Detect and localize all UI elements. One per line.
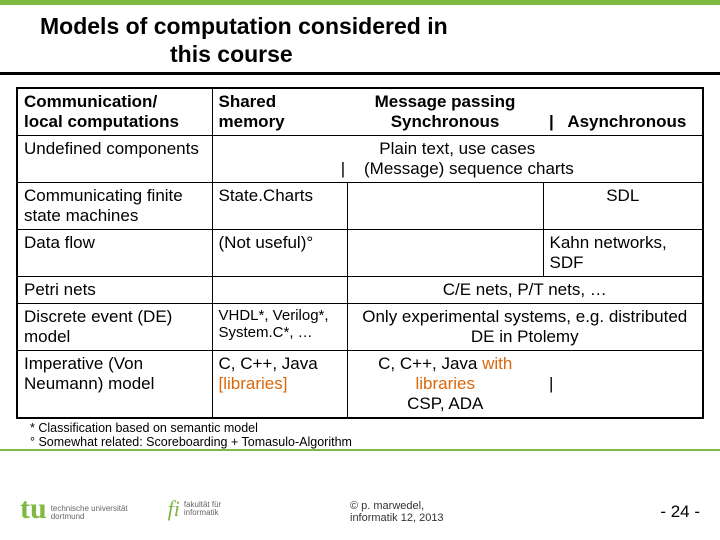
r3-c4: Kahn networks, SDF [543,230,703,277]
row-fsm: Communicating finite state machines Stat… [17,183,703,230]
r6-c2a: C, C++, Java [219,354,318,373]
r5-c2: VHDL*, Verilog*, System.C*, … [212,304,347,351]
tu-text: technische universität dortmund [51,505,128,521]
r1-p1: Plain text, use cases [379,139,535,158]
row-petri: Petri nets C/E nets, P/T nets, … [17,277,703,304]
r6-c2b: [libraries] [219,374,288,393]
r6-pipe: | [549,374,553,393]
footnote-1: * Classification based on semantic model [30,421,702,435]
row-de: Discrete event (DE) model VHDL*, Verilog… [17,304,703,351]
hdr-c2a: Shared [219,92,277,111]
fi-logo: fi fakultät für informatik [128,496,222,522]
r6-c2: C, C++, Java [libraries] [212,351,347,419]
credit-1: © p. marwedel, [350,500,424,512]
r1-c1: Undefined components [17,136,212,183]
hdr-c2b: memory [219,112,285,131]
credit-2: informatik 12, 2013 [350,512,444,524]
models-table: Communication/ local computations Shared… [16,87,704,419]
credit: © p. marwedel, informatik 12, 2013 [350,500,444,524]
hdr-msgpass: Message passing [375,92,516,111]
r1-p2: (Message) sequence charts [364,159,574,178]
r4-c34: C/E nets, P/T nets, … [347,277,703,304]
r6-c3: C, C++, Java with libraries CSP, ADA [347,351,543,419]
r5-c34: Only experimental systems, e.g. distribu… [347,304,703,351]
r2-c2: State.Charts [212,183,347,230]
r5-c1: Discrete event (DE) model [17,304,212,351]
row-undefined: Undefined components Plain text, use cas… [17,136,703,183]
hdr-async: Asynchronous [567,112,686,131]
hdr-c1b: local computations [24,112,179,131]
hdr-col4: | Asynchronous [543,88,703,136]
hdr-sync: Synchronous [391,112,500,131]
r6-c4a: CSP, ADA [407,394,483,413]
r3-c3 [347,230,543,277]
fi-mark-icon: fi [168,496,180,522]
tu-logo: tu technische universität dortmund [0,497,128,521]
hdr-col3: Message passing Synchronous [347,88,543,136]
hdr-pipe: | [549,112,554,131]
r1-pipe: | [341,159,345,178]
r3-c1: Data flow [17,230,212,277]
fi-b: informatik [184,508,219,517]
hdr-col1: Communication/ local computations [17,88,212,136]
tu-city: dortmund [51,512,85,521]
hdr-c1a: Communication/ [24,92,157,111]
r6-c4: | [543,351,703,419]
footnote-2: ° Somewhat related: Scoreboarding + Toma… [30,435,702,449]
hdr-col2: Shared memory [212,88,347,136]
footnotes: * Classification based on semantic model… [0,419,720,451]
r2-c1: Communicating finite state machines [17,183,212,230]
r2-c3 [347,183,543,230]
r4-c2 [212,277,347,304]
r2-c4: SDL [543,183,703,230]
r6-c1: Imperative (Von Neumann) model [17,351,212,419]
page-number: - 24 - [660,502,700,522]
title-line-1: Models of computation considered in [40,13,448,39]
page-title: Models of computation considered in this… [30,13,690,68]
fi-text: fakultät für informatik [184,501,221,517]
r4-c1: Petri nets [17,277,212,304]
row-imperative: Imperative (Von Neumann) model C, C++, J… [17,351,703,419]
r1-merged: Plain text, use cases | (Message) sequen… [212,136,703,183]
table-container: Communication/ local computations Shared… [0,75,720,419]
title-block: Models of computation considered in this… [0,5,720,75]
header-row: Communication/ local computations Shared… [17,88,703,136]
row-dataflow: Data flow (Not useful)° Kahn networks, S… [17,230,703,277]
footer: tu technische universität dortmund fi fa… [0,484,720,534]
r6-c3a: C, C++, Java [378,354,482,373]
title-line-2: this course [40,41,293,67]
tu-mark-icon: tu [20,497,47,521]
r3-c2: (Not useful)° [212,230,347,277]
